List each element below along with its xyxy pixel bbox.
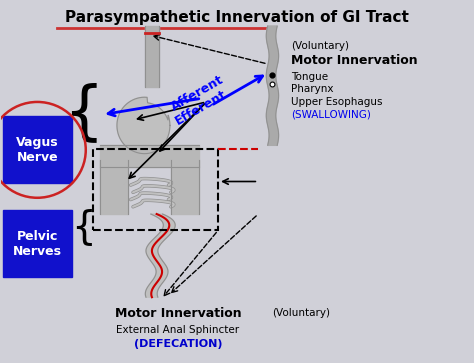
Polygon shape (266, 26, 279, 145)
Text: (Voluntary): (Voluntary) (292, 41, 349, 51)
Text: Pharynx: Pharynx (292, 84, 334, 94)
Text: External Anal Sphincter: External Anal Sphincter (116, 325, 239, 335)
Text: (SWALLOWING): (SWALLOWING) (292, 110, 371, 119)
Text: {: { (71, 208, 96, 246)
Polygon shape (100, 145, 199, 167)
Text: Efferent: Efferent (173, 87, 229, 127)
Text: (DEFECATION): (DEFECATION) (134, 339, 222, 349)
Text: (Voluntary): (Voluntary) (273, 309, 330, 318)
Polygon shape (117, 97, 170, 154)
Text: Motor Innervation: Motor Innervation (292, 54, 418, 67)
Polygon shape (171, 160, 199, 214)
Text: Tongue: Tongue (292, 72, 328, 82)
FancyBboxPatch shape (3, 211, 72, 277)
Text: Motor Innervation: Motor Innervation (115, 307, 241, 320)
Text: Parasympathetic Innervation of GI Tract: Parasympathetic Innervation of GI Tract (65, 10, 409, 25)
Text: Pelvic
Nerves: Pelvic Nerves (13, 230, 62, 258)
Polygon shape (146, 214, 175, 297)
Polygon shape (145, 26, 159, 87)
Polygon shape (100, 160, 128, 214)
Bar (93, 149, 218, 230)
FancyBboxPatch shape (3, 117, 72, 183)
Text: Upper Esophagus: Upper Esophagus (292, 97, 383, 107)
Text: {: { (63, 82, 104, 144)
Text: Vagus
Nerve: Vagus Nerve (16, 136, 59, 164)
Text: Afferent: Afferent (168, 73, 226, 113)
